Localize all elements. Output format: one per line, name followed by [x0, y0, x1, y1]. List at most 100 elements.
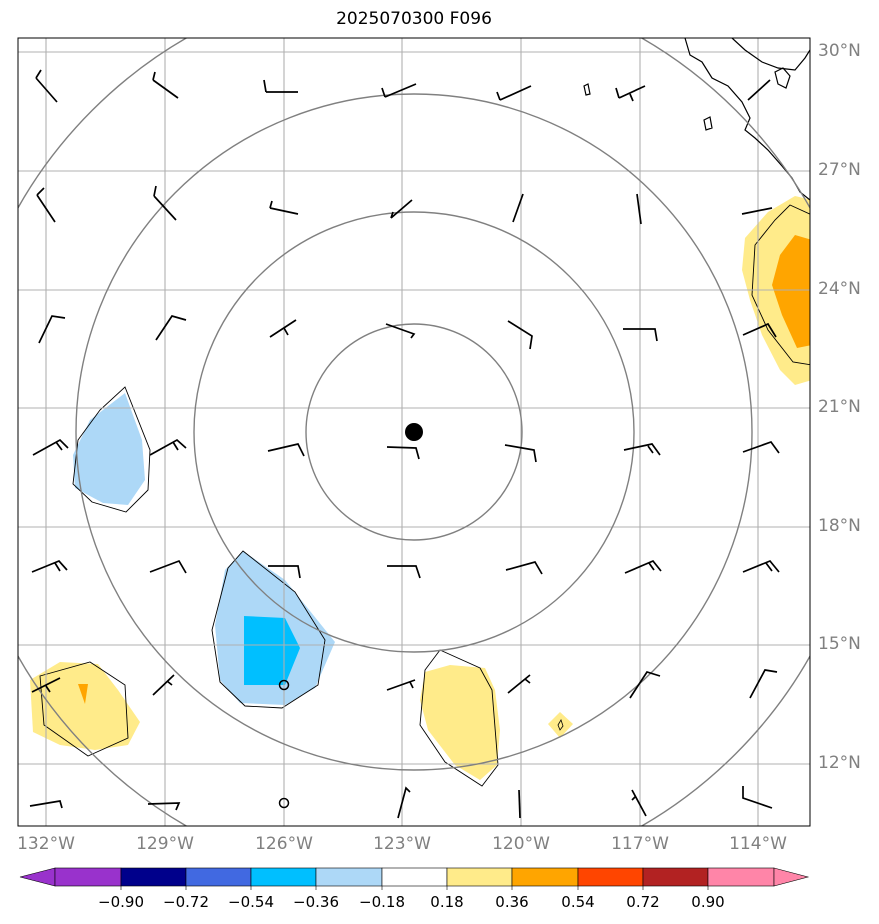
- colorbar-tick-label: 0.54: [561, 893, 595, 911]
- wind-barb: [263, 79, 298, 93]
- colorbar-tick-label: −0.36: [293, 893, 339, 911]
- wind-barb: [624, 559, 662, 574]
- graticule: [18, 38, 810, 826]
- colorbar-tick-label: −0.72: [163, 893, 209, 911]
- colorbar-tick-label: 0.18: [430, 893, 464, 911]
- wind-barb: [29, 800, 63, 809]
- wind-barb: [269, 200, 299, 215]
- colorbar-tick-label: 0.72: [626, 893, 660, 911]
- longitude-label: 132°W: [17, 834, 75, 854]
- latitude-label: 21°N: [818, 397, 861, 417]
- wind-barb: [741, 207, 773, 215]
- colorbar-segment: [577, 867, 644, 887]
- colorbar: [19, 867, 810, 890]
- wind-barb: [38, 315, 66, 344]
- colorbar-tick-label: −0.90: [98, 893, 144, 911]
- colorbar-segment: [707, 867, 775, 887]
- wind-barb: [153, 185, 177, 221]
- wind-barb: [742, 786, 773, 809]
- wind-barb: [397, 786, 411, 819]
- wind-barb: [629, 670, 661, 699]
- colorbar-segment: [381, 867, 448, 887]
- colorbar-segment: [315, 867, 383, 887]
- wind-barb: [507, 674, 531, 694]
- wind-barb: [631, 789, 647, 817]
- wind-barb: [518, 789, 521, 819]
- wind-barb: [31, 559, 68, 573]
- colorbar-extend-low: [19, 867, 56, 887]
- longitude-label: 123°W: [373, 834, 431, 854]
- wind-barb: [387, 565, 421, 579]
- wind-barb: [512, 193, 524, 223]
- wind-barb: [742, 322, 777, 338]
- range-rings: [18, 38, 810, 826]
- wind-barb: [152, 71, 179, 99]
- colorbar-segment: [54, 867, 122, 887]
- colorbar-tick-label: 0.90: [691, 893, 725, 911]
- wind-barb: [747, 79, 771, 101]
- colorbar-tick-label: 0.36: [495, 893, 529, 911]
- colorbar-extend-high: [773, 867, 810, 887]
- wind-barb: [35, 69, 58, 103]
- longitude-label: 129°W: [136, 834, 194, 854]
- map-frame: [17, 37, 811, 827]
- wind-barb: [147, 802, 181, 811]
- wind-barb: [615, 85, 646, 102]
- wind-barb: [636, 193, 642, 225]
- latitude-label: 15°N: [818, 634, 861, 654]
- wind-barb: [36, 187, 56, 223]
- wind-barb: [385, 323, 416, 339]
- longitude-label: 120°W: [492, 834, 550, 854]
- wind-barb: [505, 561, 543, 575]
- latitude-label: 24°N: [818, 279, 861, 299]
- wind-barb: [390, 199, 413, 219]
- wind-barbs: [29, 69, 780, 819]
- wind-barb: [32, 438, 69, 456]
- colorbar-tick-label: −0.18: [359, 893, 405, 911]
- latitude-label: 30°N: [818, 41, 861, 61]
- wind-barb: [623, 443, 661, 456]
- wind-barb: [152, 674, 175, 696]
- wind-barb: [267, 443, 305, 457]
- wind-barb: [149, 438, 187, 456]
- longitude-label: 126°W: [255, 834, 313, 854]
- wind-barb: [623, 328, 658, 342]
- shaded-region-yellow-south: [419, 649, 573, 787]
- range-ring-1: [305, 323, 523, 541]
- colorbar-segment: [642, 867, 709, 887]
- shaded-region-blue-south: [211, 550, 335, 709]
- wind-barb: [749, 669, 778, 699]
- calm-wind-marker: [278, 679, 290, 691]
- wind-barb: [149, 559, 187, 574]
- latitude-label: 12°N: [818, 753, 861, 773]
- longitude-label: 114°W: [729, 834, 787, 854]
- map-title: 2025070300 F096: [336, 9, 492, 29]
- colorbar-tick-label: −0.54: [228, 893, 274, 911]
- latitude-label: 27°N: [818, 160, 861, 180]
- wind-barb: [386, 679, 416, 691]
- wind-barb: [31, 677, 61, 693]
- wind-barb: [381, 83, 417, 98]
- storm-center-marker: [405, 423, 423, 441]
- range-ring-2: [193, 211, 635, 653]
- colorbar-segment: [120, 867, 187, 887]
- shaded-region-yellow-southwest: [30, 661, 140, 757]
- wind-barb: [269, 319, 297, 338]
- colorbar-segment: [250, 867, 317, 887]
- wind-barb: [742, 559, 780, 573]
- wind-barb: [386, 446, 420, 460]
- wind-barb: [268, 565, 301, 579]
- colorbar-segment: [185, 867, 252, 887]
- wind-barb: [496, 85, 532, 101]
- range-ring-3: [75, 93, 753, 771]
- shaded-region-light-blue-west: [72, 386, 151, 513]
- colorbar-segment: [446, 867, 513, 887]
- calm-wind-marker: [278, 797, 290, 809]
- wind-barb: [155, 315, 187, 341]
- wind-barb: [504, 444, 537, 463]
- latitude-label: 18°N: [818, 516, 861, 536]
- longitude-label: 117°W: [611, 834, 669, 854]
- colorbar-segment: [511, 867, 579, 887]
- wind-barb: [507, 320, 533, 350]
